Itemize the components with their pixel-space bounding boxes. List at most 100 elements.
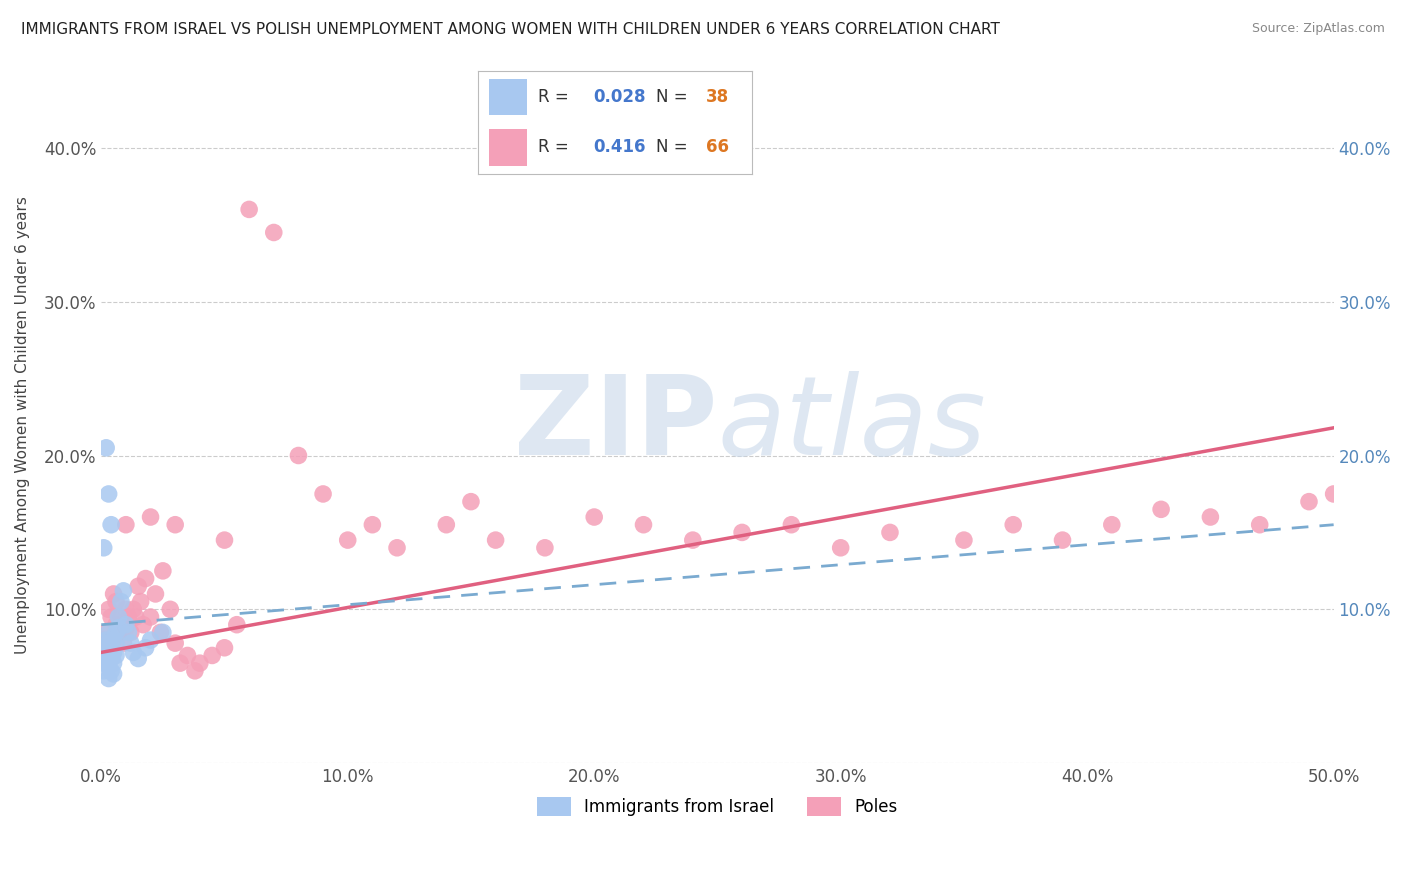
Point: [105, 636, 128, 650]
Point: [120, 625, 142, 640]
Point: [361, 517, 384, 532]
Point: [682, 533, 704, 547]
Point: [117, 625, 139, 640]
Text: 0.416: 0.416: [593, 138, 645, 156]
Point: [953, 533, 976, 547]
Point: [96, 645, 118, 659]
Point: [534, 541, 557, 555]
Point: [484, 533, 506, 547]
Point: [879, 525, 901, 540]
Point: [97, 625, 120, 640]
Point: [103, 630, 125, 644]
Point: [105, 625, 128, 640]
Point: [434, 517, 457, 532]
Text: 0.028: 0.028: [593, 88, 645, 106]
Point: [238, 202, 260, 217]
Point: [100, 636, 122, 650]
Point: [117, 610, 139, 624]
Text: atlas: atlas: [717, 371, 986, 478]
Text: Source: ZipAtlas.com: Source: ZipAtlas.com: [1251, 22, 1385, 36]
Point: [135, 572, 157, 586]
Point: [115, 602, 138, 616]
Point: [97, 672, 120, 686]
Point: [96, 441, 118, 455]
Point: [105, 594, 128, 608]
Text: N =: N =: [657, 138, 693, 156]
Point: [110, 610, 132, 624]
Point: [152, 564, 174, 578]
Point: [125, 610, 148, 624]
Point: [96, 640, 118, 655]
Point: [830, 541, 852, 555]
Point: [127, 651, 149, 665]
Point: [1249, 517, 1271, 532]
Point: [1150, 502, 1173, 516]
Text: ZIP: ZIP: [515, 371, 717, 478]
Point: [93, 633, 115, 648]
Point: [100, 648, 122, 663]
Point: [122, 602, 145, 616]
Text: IMMIGRANTS FROM ISRAEL VS POLISH UNEMPLOYMENT AMONG WOMEN WITH CHILDREN UNDER 6 : IMMIGRANTS FROM ISRAEL VS POLISH UNEMPLO…: [21, 22, 1000, 37]
Y-axis label: Unemployment Among Women with Children Under 6 years: Unemployment Among Women with Children U…: [15, 196, 30, 654]
Point: [780, 517, 803, 532]
Point: [201, 648, 224, 663]
Point: [96, 633, 118, 648]
Text: 66: 66: [706, 138, 728, 156]
Point: [336, 533, 359, 547]
Point: [96, 651, 118, 665]
Point: [1298, 494, 1320, 508]
Point: [287, 449, 309, 463]
Point: [93, 648, 115, 663]
Point: [460, 494, 482, 508]
Point: [129, 594, 152, 608]
Point: [139, 510, 162, 524]
Point: [1323, 487, 1346, 501]
Point: [312, 487, 335, 501]
Point: [100, 664, 122, 678]
Point: [188, 656, 211, 670]
Point: [120, 636, 142, 650]
Point: [97, 636, 120, 650]
Point: [583, 510, 606, 524]
Point: [97, 656, 120, 670]
Point: [139, 610, 162, 624]
Point: [385, 541, 408, 555]
Point: [110, 594, 132, 608]
Point: [105, 648, 128, 663]
Point: [100, 651, 122, 665]
Point: [1101, 517, 1123, 532]
Point: [115, 621, 138, 635]
Point: [633, 517, 655, 532]
Point: [115, 517, 138, 532]
Point: [152, 625, 174, 640]
Point: [97, 602, 120, 616]
Point: [100, 640, 122, 655]
Point: [100, 610, 122, 624]
Point: [93, 664, 115, 678]
Point: [731, 525, 754, 540]
Point: [263, 226, 285, 240]
Point: [103, 587, 125, 601]
Point: [165, 636, 187, 650]
Point: [115, 617, 138, 632]
Point: [107, 610, 129, 624]
Text: 38: 38: [706, 88, 728, 106]
Point: [214, 640, 236, 655]
Text: N =: N =: [657, 88, 693, 106]
Bar: [489, 78, 527, 115]
Point: [100, 517, 122, 532]
Point: [122, 645, 145, 659]
Point: [112, 636, 135, 650]
Point: [103, 667, 125, 681]
Point: [107, 625, 129, 640]
Point: [135, 640, 157, 655]
Point: [96, 625, 118, 640]
Point: [103, 633, 125, 648]
Point: [214, 533, 236, 547]
Point: [127, 579, 149, 593]
Point: [97, 487, 120, 501]
Point: [132, 617, 155, 632]
Bar: [489, 128, 527, 166]
Text: R =: R =: [538, 138, 575, 156]
Point: [165, 517, 187, 532]
